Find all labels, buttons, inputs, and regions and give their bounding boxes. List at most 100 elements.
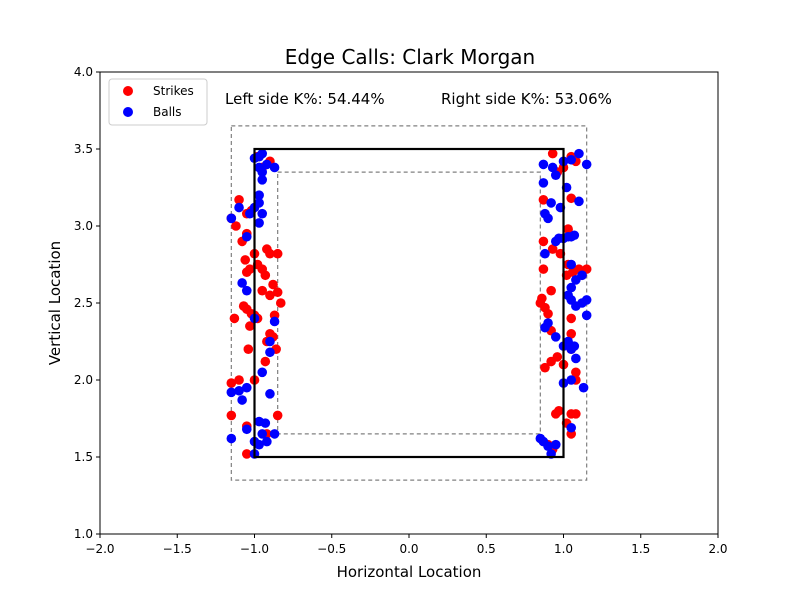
point-balls — [234, 202, 244, 213]
point-strikes — [546, 285, 556, 296]
point-strikes — [543, 308, 553, 319]
point-strikes — [540, 362, 550, 373]
point-balls — [237, 278, 247, 288]
point-strikes — [234, 195, 244, 205]
point-balls — [269, 429, 280, 439]
x-tick-label: 0.5 — [477, 542, 496, 556]
point-balls — [546, 198, 556, 208]
legend-label-balls: Balls — [153, 105, 182, 119]
point-balls — [578, 382, 589, 393]
point-strikes — [538, 236, 549, 247]
y-tick-label: 1.5 — [74, 450, 93, 464]
point-strikes — [245, 321, 255, 331]
point-balls — [543, 441, 553, 452]
point-balls — [269, 316, 280, 327]
point-balls — [566, 375, 577, 385]
point-balls — [543, 213, 553, 224]
point-strikes — [272, 248, 283, 259]
point-strikes — [260, 270, 271, 281]
point-strikes — [240, 255, 251, 265]
point-strikes — [268, 279, 278, 290]
point-balls — [241, 285, 252, 296]
point-strikes — [234, 375, 244, 385]
point-balls — [550, 439, 561, 450]
point-balls — [262, 159, 272, 170]
x-tick-label: 0.0 — [399, 542, 418, 556]
point-strikes — [566, 193, 577, 204]
plot-area — [100, 72, 718, 534]
point-balls — [237, 395, 247, 405]
point-strikes — [571, 367, 581, 378]
point-balls — [535, 433, 546, 444]
point-balls — [566, 154, 577, 165]
y-tick-label: 2.5 — [74, 296, 93, 310]
legend-box — [108, 78, 208, 126]
point-balls — [574, 148, 584, 159]
y-tick-label: 3.0 — [74, 219, 93, 233]
point-balls — [571, 301, 581, 311]
point-balls — [260, 418, 271, 428]
point-balls — [540, 248, 550, 259]
point-balls — [581, 310, 592, 321]
point-balls — [566, 282, 577, 293]
y-tick-label: 4.0 — [74, 65, 93, 79]
point-strikes — [547, 244, 558, 254]
point-balls — [226, 213, 237, 224]
strike-zone-box — [253, 147, 565, 459]
point-balls — [257, 367, 268, 378]
point-strikes — [241, 267, 252, 278]
point-strikes — [275, 298, 286, 308]
point-strikes — [563, 224, 573, 234]
point-balls — [577, 270, 587, 281]
chart-title: Edge Calls: Clark Morgan — [285, 45, 535, 69]
point-balls — [547, 162, 558, 173]
x-tick-label: 2.0 — [708, 542, 727, 556]
point-balls — [257, 167, 268, 177]
point-strikes — [241, 449, 252, 459]
point-balls — [254, 439, 264, 450]
point-balls — [257, 175, 268, 185]
point-balls — [226, 387, 237, 398]
legend: Strikes Balls — [108, 78, 208, 126]
point-strikes — [231, 221, 241, 231]
point-strikes — [229, 313, 240, 324]
point-strikes — [554, 406, 564, 416]
y-tick-label: 1.0 — [74, 527, 93, 541]
x-tick-label: −2.0 — [85, 542, 114, 556]
point-strikes — [571, 409, 581, 419]
point-strikes — [260, 356, 271, 367]
point-balls — [550, 170, 561, 180]
point-balls — [265, 347, 275, 358]
point-strikes — [566, 313, 577, 324]
point-strikes — [566, 329, 577, 339]
legend-marker-strikes — [123, 86, 133, 96]
point-balls — [550, 236, 561, 247]
point-balls — [269, 162, 280, 173]
point-strikes — [272, 287, 283, 298]
point-balls — [257, 208, 268, 219]
point-balls — [234, 385, 244, 396]
point-balls — [254, 218, 264, 228]
y-tick-label: 3.5 — [74, 142, 93, 156]
point-balls — [226, 433, 237, 444]
annotation-left-k: Left side K%: 54.44% — [225, 90, 385, 108]
x-tick-label: −0.5 — [317, 542, 346, 556]
point-balls — [571, 353, 581, 364]
point-strikes — [243, 344, 254, 355]
point-balls — [581, 159, 592, 170]
point-balls — [566, 259, 577, 270]
x-tick-label: 1.0 — [554, 542, 573, 556]
point-strikes — [547, 148, 558, 159]
point-balls — [241, 424, 252, 435]
point-balls — [540, 322, 550, 333]
point-strikes — [226, 378, 237, 388]
x-axis-label: Horizontal Location — [337, 563, 482, 581]
point-strikes — [538, 195, 549, 205]
x-tick-label: −1.0 — [240, 542, 269, 556]
x-tick-label: −1.5 — [163, 542, 192, 556]
point-strikes — [272, 410, 283, 421]
legend-label-strikes: Strikes — [153, 84, 194, 98]
point-strikes — [257, 285, 268, 296]
point-balls — [574, 196, 584, 207]
